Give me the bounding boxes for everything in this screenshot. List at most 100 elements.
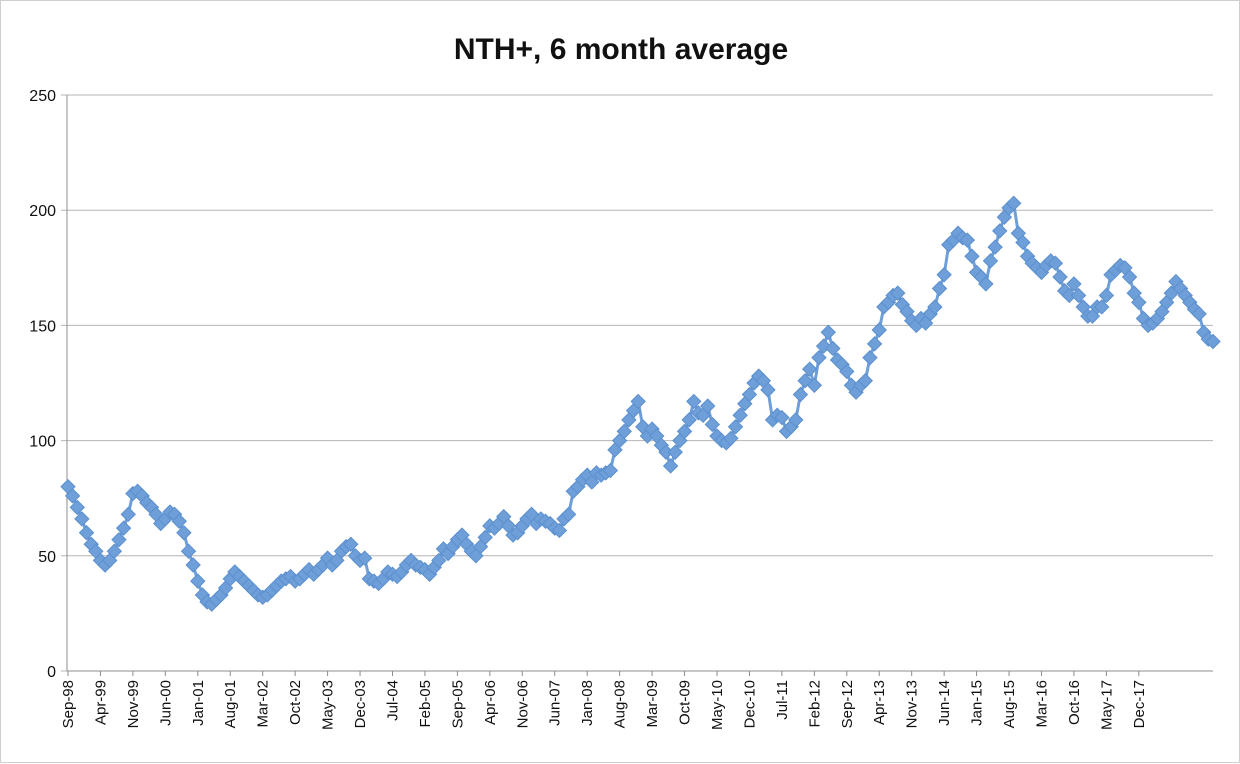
data-point-marker — [839, 363, 855, 380]
data-point-marker — [723, 430, 739, 447]
x-tick-label: May-10 — [709, 680, 726, 730]
x-tick-label: Oct-16 — [1066, 680, 1083, 725]
data-point-marker — [806, 377, 823, 394]
x-tick-label: Jan-15 — [969, 680, 986, 726]
data-point-marker — [978, 276, 994, 292]
y-tick-label: 250 — [29, 88, 56, 105]
x-tick-label: Jul-11 — [774, 680, 791, 720]
data-point-marker — [857, 372, 874, 389]
x-tick-label: Mar-16 — [1033, 680, 1050, 728]
data-point-marker — [64, 488, 81, 504]
data-point-marker — [931, 280, 948, 297]
y-tick-label: 100 — [29, 434, 56, 451]
data-point-marker — [115, 520, 132, 536]
x-tick-label: Aug-01 — [222, 680, 239, 728]
data-point-marker — [190, 573, 206, 589]
data-point-marker — [602, 462, 619, 479]
y-tick-label: 50 — [38, 549, 56, 566]
y-tick-label: 200 — [29, 203, 56, 220]
data-point-marker — [820, 324, 836, 341]
data-point-marker — [1121, 269, 1138, 285]
x-tick-label: Oct-02 — [287, 680, 304, 725]
data-point-marker — [551, 522, 568, 539]
data-point-marker — [866, 336, 883, 352]
data-point-marker — [727, 419, 744, 435]
series-line-group — [60, 195, 1221, 612]
data-point-marker — [927, 299, 943, 315]
x-tick-label: May-03 — [320, 680, 337, 730]
x-tick-label: Jul-04 — [384, 680, 401, 721]
x-tick-label: Sep-05 — [449, 680, 466, 728]
data-point-marker — [987, 239, 1003, 255]
data-point-marker — [111, 531, 127, 548]
data-point-marker — [936, 267, 952, 283]
data-point-marker — [185, 557, 201, 573]
x-tick-label: Mar-02 — [255, 680, 272, 728]
x-axis: Sep-98 Apr-99 Nov-99 Jun-00 Jan-01 Aug-01 Mar-… — [60, 95, 1213, 730]
x-tick-label: Apr-06 — [482, 680, 499, 725]
data-point-marker — [811, 349, 827, 366]
data-point-marker — [1191, 306, 1207, 322]
data-point-marker — [78, 525, 95, 541]
data-point-marker — [1098, 287, 1115, 304]
x-tick-label: Aug-08 — [612, 680, 629, 728]
x-tick-label: Nov-99 — [125, 680, 142, 728]
data-point-marker — [801, 361, 818, 377]
data-point-marker — [1047, 255, 1064, 271]
x-tick-label: Feb-05 — [417, 680, 434, 728]
y-axis-ticks: 0 50 100 150 200 250 — [29, 88, 56, 681]
x-tick-label: May-17 — [1098, 680, 1115, 730]
x-tick-label: Sep-98 — [60, 680, 77, 728]
data-point-marker — [616, 423, 632, 440]
data-point-marker — [1205, 333, 1221, 350]
data-point-marker — [1066, 276, 1082, 292]
x-tick-label: Oct-09 — [677, 680, 694, 725]
x-tick-label: Apr-13 — [871, 680, 888, 725]
x-tick-label: Nov-06 — [514, 680, 531, 728]
data-point-marker — [69, 499, 85, 516]
data-point-marker — [560, 506, 577, 523]
x-tick-label: Apr-99 — [92, 680, 109, 725]
data-point-marker — [630, 393, 646, 410]
x-tick-label: Jun-00 — [157, 680, 174, 726]
data-point-marker — [667, 444, 683, 460]
gridlines — [61, 94, 1213, 672]
data-point-marker — [477, 529, 493, 546]
data-point-marker — [862, 349, 878, 366]
x-tick-label: Feb-12 — [806, 680, 823, 728]
data-point-marker — [681, 412, 697, 428]
x-tick-label: Jun-14 — [936, 680, 953, 726]
data-point-marker — [704, 416, 721, 433]
x-tick-label: Jan-08 — [579, 680, 596, 726]
x-tick-label: Mar-09 — [644, 680, 661, 728]
data-point-marker — [890, 285, 906, 301]
data-point-marker — [1070, 287, 1087, 304]
data-point-marker — [1094, 299, 1110, 315]
data-point-marker — [74, 511, 90, 527]
data-point-marker — [431, 552, 447, 569]
data-point-marker — [825, 340, 841, 357]
data-point-marker — [1052, 269, 1068, 285]
data-point-marker — [356, 550, 373, 566]
data-point-marker — [662, 458, 679, 474]
x-tick-label: Dec-10 — [741, 680, 758, 728]
data-point-marker — [343, 536, 359, 552]
data-point-marker — [760, 382, 776, 398]
data-point-marker — [871, 322, 887, 338]
x-tick-label: Aug-15 — [1001, 680, 1018, 728]
data-point-marker — [788, 412, 804, 428]
data-point-marker — [120, 506, 136, 523]
x-tick-label: Nov-13 — [904, 680, 921, 728]
data-point-marker — [992, 223, 1008, 239]
data-point-marker — [774, 409, 790, 426]
data-point-marker — [180, 543, 197, 559]
data-point-marker — [176, 525, 192, 541]
x-tick-label: Jan-01 — [190, 680, 207, 726]
data-point-marker — [1015, 234, 1031, 251]
data-point-marker — [741, 386, 758, 403]
data-point-marker — [959, 232, 976, 248]
data-point-marker — [700, 398, 716, 414]
x-tick-label: Jun-07 — [547, 680, 564, 726]
x-tick-label: Dec-17 — [1131, 680, 1148, 728]
